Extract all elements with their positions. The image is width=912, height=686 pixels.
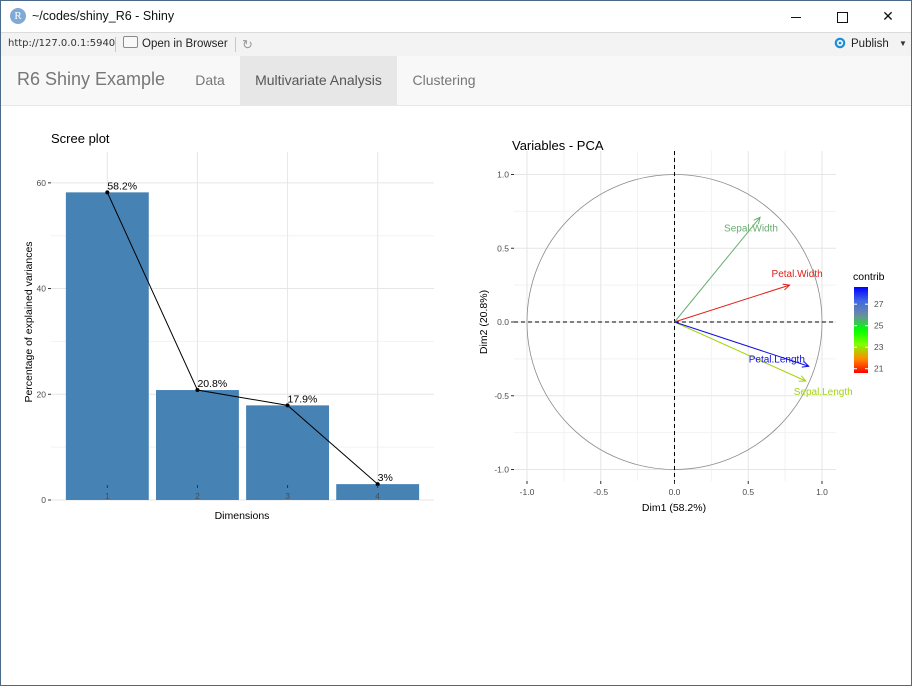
open-in-browser-label: Open in Browser xyxy=(142,38,228,50)
legend-title: contrib xyxy=(853,271,885,283)
scree-bar xyxy=(246,405,330,500)
pca-plot-title: Variables - PCA xyxy=(512,138,604,153)
legend-tick-label: 25 xyxy=(874,321,884,331)
scree-x-tick-label: 3 xyxy=(285,491,290,501)
open-in-browser-button[interactable]: Open in Browser xyxy=(123,35,228,53)
toolbar-divider xyxy=(115,37,116,52)
pca-variable-label: Petal.Length xyxy=(749,354,805,365)
scree-x-tick-label: 4 xyxy=(375,491,380,501)
pca-x-tick-label: 1.0 xyxy=(816,487,828,497)
scree-x-axis-label: Dimensions xyxy=(215,510,270,522)
close-button[interactable]: ✕ xyxy=(865,1,911,32)
pca-ticks: -1.0 -0.5 0.0 0.5 1.0 -1.0 -0.5 0.0 0.5 1.0 xyxy=(494,170,828,498)
r-logo-icon: R xyxy=(10,8,26,24)
tab-multivariate-analysis[interactable]: Multivariate Analysis xyxy=(240,56,397,105)
scree-bars xyxy=(65,192,420,500)
pca-arrow xyxy=(674,321,809,367)
pca-variables-chart: Variables - PCA -1.0 -0.5 0.0 0.5 1.0 -1.0 -0.… xyxy=(478,138,885,514)
pca-y-tick-label: 0.0 xyxy=(497,317,509,327)
scree-line: 58.2% 20.8% 17.9% 3% xyxy=(105,180,393,487)
tab-data[interactable]: Data xyxy=(195,72,225,88)
scree-value-label: 17.9% xyxy=(288,393,318,405)
pca-arrowhead xyxy=(782,283,791,291)
pca-arrowhead xyxy=(753,216,761,225)
scree-bar xyxy=(336,484,420,500)
scree-point xyxy=(195,388,200,393)
pca-arrows: Sepal.Length Sepal.Width Petal.Length Petal… xyxy=(674,216,853,398)
legend-color-bar xyxy=(854,287,868,373)
legend-tick-label: 23 xyxy=(874,342,884,352)
pca-arrow xyxy=(674,284,790,323)
pca-x-tick-label: -0.5 xyxy=(593,487,608,497)
navbar: R6 Shiny Example Data Multivariate Analy… xyxy=(1,56,911,106)
pca-arrow xyxy=(674,216,761,323)
scree-plot-chart: Scree plot 58.2% 20.8% 17.9% 3% 0 20 40 60 1 2 3 4… xyxy=(23,131,434,522)
legend-tick-label: 27 xyxy=(874,299,884,309)
scree-y-tick-label: 40 xyxy=(37,284,47,294)
scree-value-label: 20.8% xyxy=(197,378,227,390)
scree-x-tick-label: 1 xyxy=(105,491,110,501)
window-title: ~/codes/shiny_R6 - Shiny xyxy=(32,9,175,23)
pca-arrow xyxy=(674,321,806,382)
url-text[interactable]: http://127.0.0.1:5940 xyxy=(8,38,116,49)
pca-x-axis-label: Dim1 (58.2%) xyxy=(642,502,706,514)
maximize-button[interactable] xyxy=(819,1,865,32)
scree-line-path xyxy=(106,192,379,485)
tab-clustering[interactable]: Clustering xyxy=(412,72,476,88)
scree-bar xyxy=(65,192,149,500)
chevron-down-icon[interactable]: ▼ xyxy=(899,39,907,48)
navbar-brand[interactable]: R6 Shiny Example xyxy=(17,69,166,89)
browser-window-icon xyxy=(123,36,138,48)
pca-x-tick-label: 0.5 xyxy=(742,487,754,497)
pca-variable-label: Sepal.Length xyxy=(794,387,853,398)
scree-point xyxy=(285,403,290,408)
scree-y-axis-label: Percentage of explained variances xyxy=(23,241,35,402)
scree-point xyxy=(105,190,110,195)
pca-x-tick-label: -1.0 xyxy=(520,487,535,497)
pca-y-tick-label: 1.0 xyxy=(497,170,509,180)
toolbar-divider xyxy=(235,37,236,52)
pca-arrowhead xyxy=(801,361,810,368)
publish-button[interactable]: Publish xyxy=(833,35,889,53)
pca-variable-label: Sepal.Width xyxy=(724,223,778,234)
scree-y-tick-label: 0 xyxy=(41,495,46,505)
scree-y-tick-label: 20 xyxy=(37,389,47,399)
title-bar[interactable]: R ~/codes/shiny_R6 - Shiny ✕ xyxy=(1,1,911,32)
pca-arrowhead xyxy=(798,375,807,382)
scree-value-label: 3% xyxy=(378,472,393,484)
legend-tick-label: 21 xyxy=(874,364,884,374)
pca-x-tick-label: 0.0 xyxy=(669,487,681,497)
refresh-icon[interactable]: ↻ xyxy=(242,37,253,52)
pca-variable-label: Petal.Width xyxy=(772,269,823,280)
publish-label: Publish xyxy=(851,38,889,50)
minimize-button[interactable] xyxy=(773,1,819,32)
pca-y-axis-label: Dim2 (20.8%) xyxy=(478,290,490,354)
scree-bar xyxy=(155,390,239,500)
pca-grid xyxy=(514,151,836,481)
maximize-icon xyxy=(836,11,848,23)
pca-y-tick-label: -0.5 xyxy=(494,391,509,401)
scree-ticks: 0 20 40 60 1 2 3 4 xyxy=(37,178,381,505)
contrib-legend: contrib 21 23 25 27 xyxy=(853,271,885,374)
scree-y-tick-label: 60 xyxy=(37,178,47,188)
scree-point xyxy=(375,482,380,487)
pca-y-tick-label: 0.5 xyxy=(497,243,509,253)
publish-icon xyxy=(834,37,846,49)
viewer-toolbar: http://127.0.0.1:5940 Open in Browser ↻ … xyxy=(1,32,911,57)
close-icon: ✕ xyxy=(882,8,894,24)
scree-plot-title: Scree plot xyxy=(51,131,110,146)
pca-y-tick-label: -1.0 xyxy=(494,465,509,475)
minimize-icon xyxy=(791,16,801,18)
scree-value-label: 58.2% xyxy=(107,180,137,192)
scree-x-tick-label: 2 xyxy=(195,491,200,501)
